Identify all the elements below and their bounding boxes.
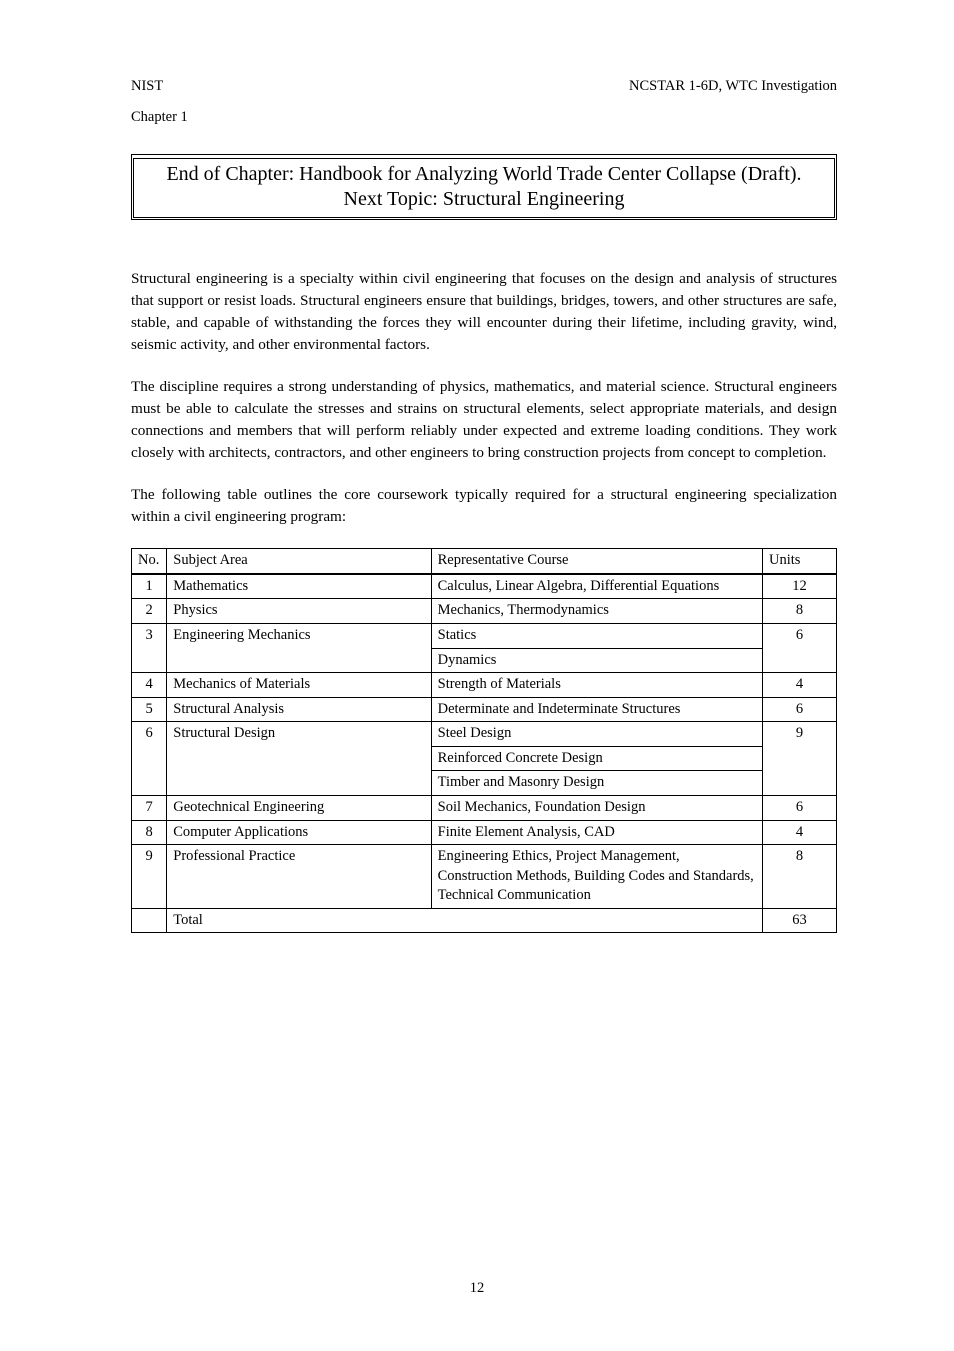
cell-units: 8 bbox=[762, 845, 836, 909]
cell-course: Soil Mechanics, Foundation Design bbox=[431, 795, 762, 820]
cell-units: 6 bbox=[762, 697, 836, 722]
cell-total-units: 63 bbox=[762, 908, 836, 933]
cell-area: Physics bbox=[167, 599, 431, 624]
header-org: NIST bbox=[131, 78, 163, 95]
table-header-row: No. Subject Area Representative Course U… bbox=[132, 549, 837, 574]
title-line-2: Next Topic: Structural Engineering bbox=[146, 188, 822, 211]
table-row: 1MathematicsCalculus, Linear Algebra, Di… bbox=[132, 574, 837, 599]
cell-total-blank bbox=[132, 908, 167, 933]
table-row: 2PhysicsMechanics, Thermodynamics8 bbox=[132, 599, 837, 624]
cell-no: 8 bbox=[132, 820, 167, 845]
cell-units: 6 bbox=[762, 624, 836, 673]
cell-area: Geotechnical Engineering bbox=[167, 795, 431, 820]
cell-course: Steel Design bbox=[431, 722, 762, 747]
cell-no: 2 bbox=[132, 599, 167, 624]
th-units: Units bbox=[762, 549, 836, 574]
th-course: Representative Course bbox=[431, 549, 762, 574]
cell-units: 8 bbox=[762, 599, 836, 624]
cell-course: Dynamics bbox=[431, 648, 762, 673]
cell-units: 6 bbox=[762, 795, 836, 820]
cell-course: Statics bbox=[431, 624, 762, 649]
title-callout-box: End of Chapter: Handbook for Analyzing W… bbox=[131, 154, 837, 220]
page-number: 12 bbox=[0, 1280, 954, 1297]
table-row: 5Structural AnalysisDeterminate and Inde… bbox=[132, 697, 837, 722]
cell-no: 4 bbox=[132, 673, 167, 698]
document-page: NIST NCSTAR 1-6D, WTC Investigation Chap… bbox=[0, 0, 954, 1351]
cell-units: 4 bbox=[762, 673, 836, 698]
cell-course: Determinate and Indeterminate Structures bbox=[431, 697, 762, 722]
cell-course: Calculus, Linear Algebra, Differential E… bbox=[431, 574, 762, 599]
cell-course: Timber and Masonry Design bbox=[431, 771, 762, 796]
th-no: No. bbox=[132, 549, 167, 574]
table-row: 3Engineering MechanicsStatics6 bbox=[132, 624, 837, 649]
cell-no: 3 bbox=[132, 624, 167, 673]
cell-area: Computer Applications bbox=[167, 820, 431, 845]
coursework-table: No. Subject Area Representative Course U… bbox=[131, 548, 837, 933]
page-header: NIST NCSTAR 1-6D, WTC Investigation bbox=[131, 78, 837, 95]
cell-no: 9 bbox=[132, 845, 167, 909]
chapter-label: Chapter 1 bbox=[131, 109, 837, 126]
cell-course: Reinforced Concrete Design bbox=[431, 746, 762, 771]
header-doc-id: NCSTAR 1-6D, WTC Investigation bbox=[629, 78, 837, 95]
table-row: 7Geotechnical EngineeringSoil Mechanics,… bbox=[132, 795, 837, 820]
cell-area: Mechanics of Materials bbox=[167, 673, 431, 698]
cell-area: Engineering Mechanics bbox=[167, 624, 431, 673]
table-row: 8Computer ApplicationsFinite Element Ana… bbox=[132, 820, 837, 845]
cell-no: 6 bbox=[132, 722, 167, 796]
title-line-1: End of Chapter: Handbook for Analyzing W… bbox=[146, 163, 822, 186]
cell-units: 12 bbox=[762, 574, 836, 599]
cell-course: Finite Element Analysis, CAD bbox=[431, 820, 762, 845]
table-total-row: Total63 bbox=[132, 908, 837, 933]
cell-area: Structural Analysis bbox=[167, 697, 431, 722]
table-row: 4Mechanics of MaterialsStrength of Mater… bbox=[132, 673, 837, 698]
table-row: 9Professional PracticeEngineering Ethics… bbox=[132, 845, 837, 909]
table-row: 6Structural DesignSteel Design9 bbox=[132, 722, 837, 747]
cell-course: Engineering Ethics, Project Management, … bbox=[431, 845, 762, 909]
cell-area: Structural Design bbox=[167, 722, 431, 796]
cell-no: 7 bbox=[132, 795, 167, 820]
intro-paragraph-1: Structural engineering is a specialty wi… bbox=[131, 268, 837, 356]
intro-paragraph-3: The following table outlines the core co… bbox=[131, 484, 837, 528]
cell-units: 4 bbox=[762, 820, 836, 845]
cell-course: Mechanics, Thermodynamics bbox=[431, 599, 762, 624]
intro-paragraph-2: The discipline requires a strong underst… bbox=[131, 376, 837, 464]
title-callout-inner: End of Chapter: Handbook for Analyzing W… bbox=[133, 158, 835, 218]
cell-no: 1 bbox=[132, 574, 167, 599]
cell-area: Professional Practice bbox=[167, 845, 431, 909]
cell-total-label: Total bbox=[167, 908, 763, 933]
th-area: Subject Area bbox=[167, 549, 431, 574]
cell-area: Mathematics bbox=[167, 574, 431, 599]
cell-course: Strength of Materials bbox=[431, 673, 762, 698]
cell-no: 5 bbox=[132, 697, 167, 722]
cell-units: 9 bbox=[762, 722, 836, 796]
